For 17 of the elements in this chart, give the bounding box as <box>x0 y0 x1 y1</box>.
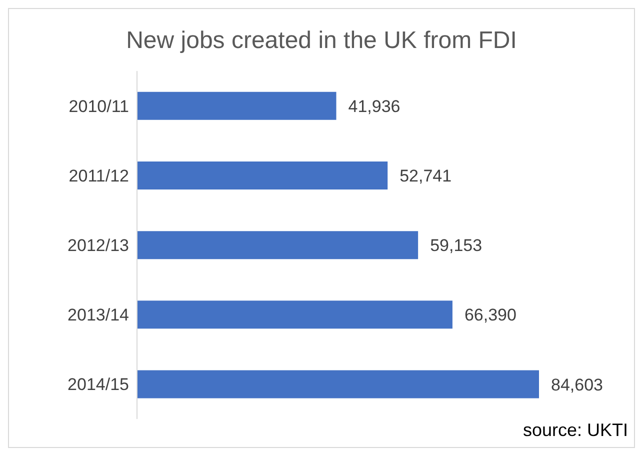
y-tick-label: 2011/12 <box>68 166 129 186</box>
data-label: 66,390 <box>464 306 516 325</box>
y-tick-label: 2012/13 <box>68 236 129 256</box>
y-tick-label: 2014/15 <box>68 375 129 394</box>
data-label: 52,741 <box>400 166 452 186</box>
y-tick-label: 2013/14 <box>68 306 129 325</box>
bar <box>137 231 418 260</box>
bar <box>137 370 539 398</box>
data-label: 84,603 <box>551 375 603 394</box>
bar <box>137 161 388 190</box>
y-tick-label: 2010/11 <box>68 96 129 116</box>
bar <box>137 300 452 329</box>
data-label: 59,153 <box>430 236 482 256</box>
source-note: source: UKTI <box>522 420 628 441</box>
data-label: 41,936 <box>348 96 400 116</box>
chart-title: New jobs created in the UK from FDI <box>125 27 518 56</box>
bar <box>137 92 336 120</box>
